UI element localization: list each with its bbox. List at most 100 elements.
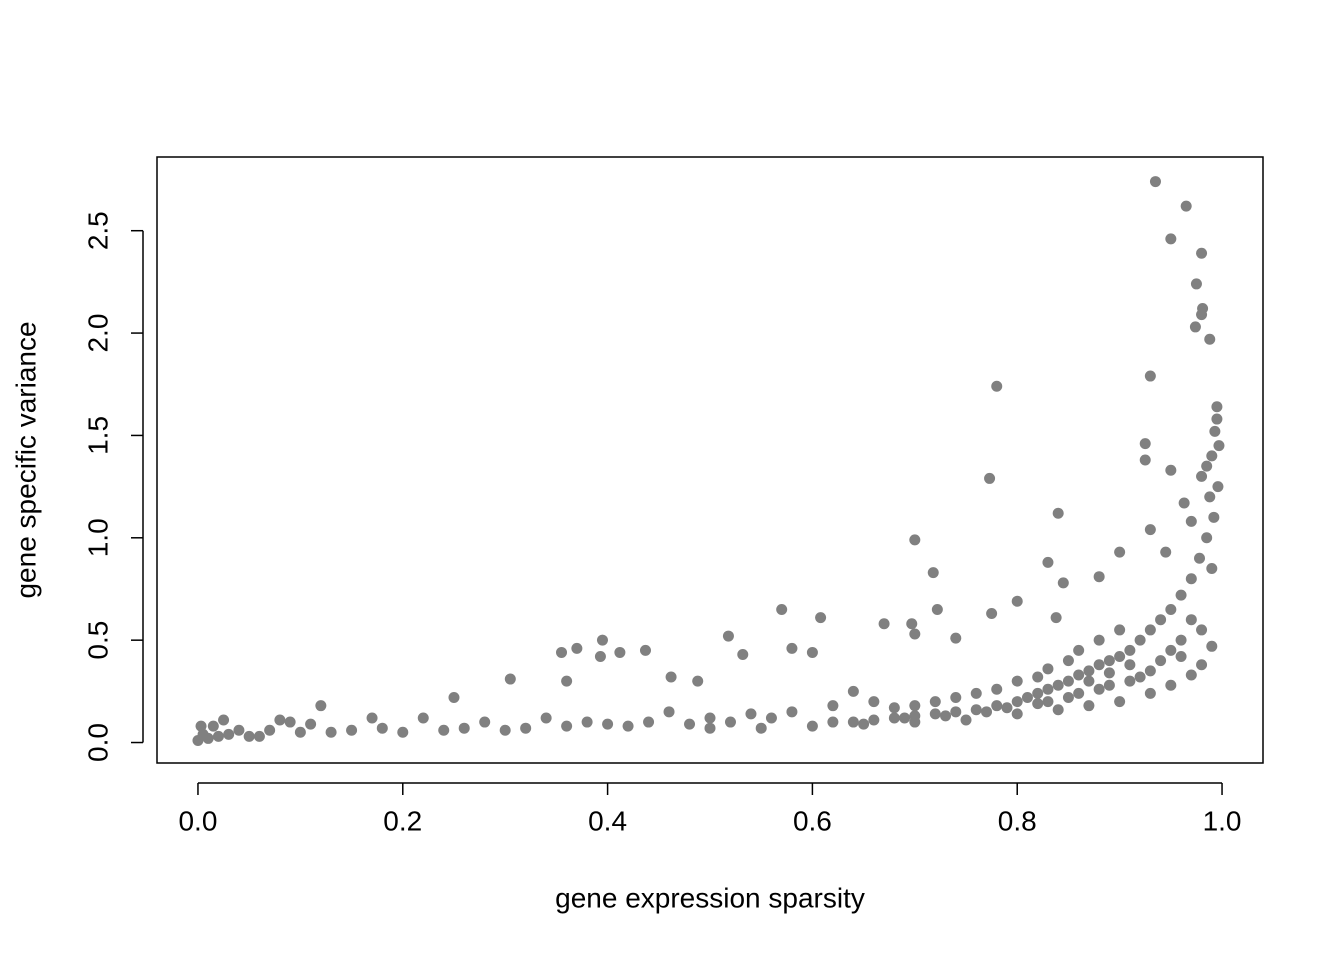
point [1062, 655, 1074, 667]
point [929, 696, 941, 708]
point [909, 716, 921, 728]
point [1196, 624, 1208, 636]
point [1134, 671, 1146, 683]
point [195, 720, 207, 732]
point [1083, 665, 1095, 677]
point [458, 722, 470, 734]
plot-frame [156, 156, 1264, 764]
point [1206, 563, 1218, 575]
point [888, 712, 900, 724]
point [1062, 691, 1074, 703]
point [991, 683, 1003, 695]
point [366, 712, 378, 724]
point [1185, 573, 1197, 585]
point [765, 712, 777, 724]
point [397, 726, 409, 738]
point [417, 712, 429, 724]
point [1011, 708, 1023, 720]
point [1144, 665, 1156, 677]
point [1011, 696, 1023, 708]
point [858, 718, 870, 730]
point [1114, 651, 1126, 663]
point [1189, 321, 1201, 333]
point [1208, 511, 1220, 523]
point [448, 691, 460, 703]
point [1144, 370, 1156, 382]
point [1213, 440, 1225, 452]
point [1185, 515, 1197, 527]
point [1175, 634, 1187, 646]
point [1144, 687, 1156, 699]
point [1185, 614, 1197, 626]
point [1083, 675, 1095, 687]
point [815, 612, 827, 624]
point [294, 726, 306, 738]
point [223, 728, 235, 740]
point [724, 716, 736, 728]
point [1165, 603, 1177, 615]
point [1093, 683, 1105, 695]
point [1042, 556, 1054, 568]
point [1165, 644, 1177, 656]
point [950, 691, 962, 703]
point [207, 720, 219, 732]
point [1185, 669, 1197, 681]
point [704, 722, 716, 734]
point [1011, 675, 1023, 687]
point [1052, 679, 1064, 691]
point [906, 618, 918, 630]
point [1212, 481, 1224, 493]
point [1073, 644, 1085, 656]
point [1155, 655, 1167, 667]
point [556, 646, 568, 658]
point [1206, 450, 1218, 462]
point [622, 720, 634, 732]
point [1196, 309, 1208, 321]
point [1124, 644, 1136, 656]
point [786, 706, 798, 718]
point [1196, 247, 1208, 259]
point [909, 628, 921, 640]
point [1124, 675, 1136, 687]
point [284, 716, 296, 728]
point [1211, 413, 1223, 425]
y-tick-label: 2.5 [82, 211, 113, 250]
point [1062, 675, 1074, 687]
point [986, 608, 998, 620]
point [376, 722, 388, 734]
point [1155, 614, 1167, 626]
point [540, 712, 552, 724]
point [1032, 698, 1044, 710]
point [1144, 524, 1156, 536]
point [1032, 671, 1044, 683]
point [1149, 176, 1161, 188]
point [847, 685, 859, 697]
point [1206, 640, 1218, 652]
point [1160, 546, 1172, 558]
point [212, 730, 224, 742]
point [1211, 401, 1223, 413]
point [940, 710, 952, 722]
point [1093, 659, 1105, 671]
point [1073, 687, 1085, 699]
point [264, 724, 276, 736]
point [827, 700, 839, 712]
point [1144, 624, 1156, 636]
y-axis-title: gene specific variance [10, 321, 41, 598]
point [1165, 233, 1177, 245]
point [1050, 612, 1062, 624]
point [1209, 425, 1221, 437]
point [479, 716, 491, 728]
point [561, 675, 573, 687]
point [970, 704, 982, 716]
point [571, 642, 583, 654]
point [596, 634, 608, 646]
point [438, 724, 450, 736]
point [1103, 667, 1115, 679]
point [692, 675, 704, 687]
x-tick-label: 0.8 [998, 805, 1037, 836]
point [827, 716, 839, 728]
point [1139, 438, 1151, 450]
